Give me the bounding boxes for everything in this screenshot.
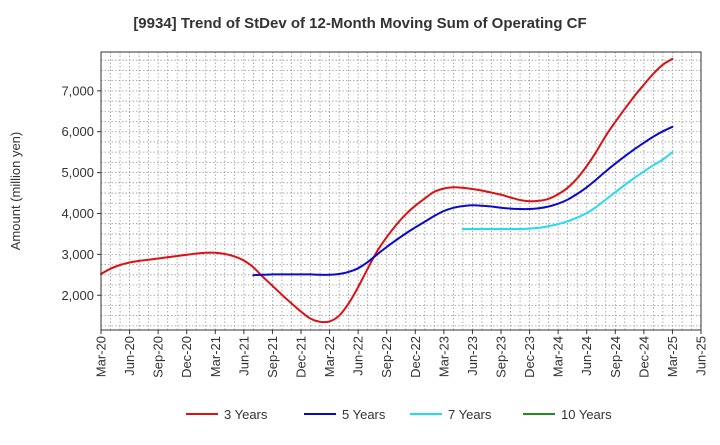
y-tick-label: 6,000 (61, 124, 94, 139)
x-tick-label: Sep-20 (151, 336, 166, 378)
x-tick-label: Jun-20 (122, 336, 137, 376)
x-tick-label: Dec-20 (179, 336, 194, 378)
y-tick-label: 3,000 (61, 247, 94, 262)
x-tick-label: Mar-25 (665, 336, 680, 377)
series-line-3-years (100, 57, 674, 324)
x-tick-label: Mar-20 (94, 336, 109, 377)
grid-layer (101, 52, 701, 330)
x-tick-label: Dec-22 (408, 336, 423, 378)
y-tick-label: 7,000 (61, 83, 94, 98)
x-tick-label: Dec-24 (636, 336, 651, 378)
y-axis-label: Amount (million yen) (8, 132, 23, 251)
legend-label: 7 Years (448, 407, 492, 422)
y-tick-label: 4,000 (61, 206, 94, 221)
x-tick-label: Dec-21 (294, 336, 309, 378)
x-tick-label: Sep-21 (265, 336, 280, 378)
x-tick-label: Mar-22 (322, 336, 337, 377)
x-tick-label: Jun-25 (694, 336, 709, 376)
x-tick-label: Jun-23 (465, 336, 480, 376)
x-tick-label: Sep-23 (494, 336, 509, 378)
series-line-5-years (252, 125, 674, 277)
x-tick-label: Mar-23 (436, 336, 451, 377)
legend-label: 3 Years (224, 407, 268, 422)
x-tick-label: Jun-21 (236, 336, 251, 376)
x-tick-label: Jun-22 (351, 336, 366, 376)
y-tick-label: 5,000 (61, 165, 94, 180)
legend: 3 Years 5 Years 7 Years 10 Years (186, 407, 612, 422)
legend-label: 5 Years (342, 407, 386, 422)
x-tick-label: Mar-24 (551, 336, 566, 377)
x-tick-label: Dec-23 (522, 336, 537, 378)
series-line-7-years (461, 151, 674, 231)
series-layer (100, 57, 674, 324)
x-tick-label: Jun-24 (579, 336, 594, 376)
plot-frame (100, 51, 702, 331)
legend-label: 10 Years (561, 407, 612, 422)
x-ticks-layer: Mar-20 Jun-20 Sep-20 Dec-20 Mar-21 Jun-21 Sep-… (94, 330, 709, 378)
chart-title: [9934] Trend of StDev of 12-Month Moving… (133, 15, 586, 32)
y-tick-label: 2,000 (61, 288, 94, 303)
y-ticks-layer: 2,000 3,000 4,000 5,000 6,000 7,000 (61, 83, 101, 303)
x-tick-label: Mar-21 (208, 336, 223, 377)
x-tick-label: Sep-24 (608, 336, 623, 378)
x-tick-label: Sep-22 (379, 336, 394, 378)
